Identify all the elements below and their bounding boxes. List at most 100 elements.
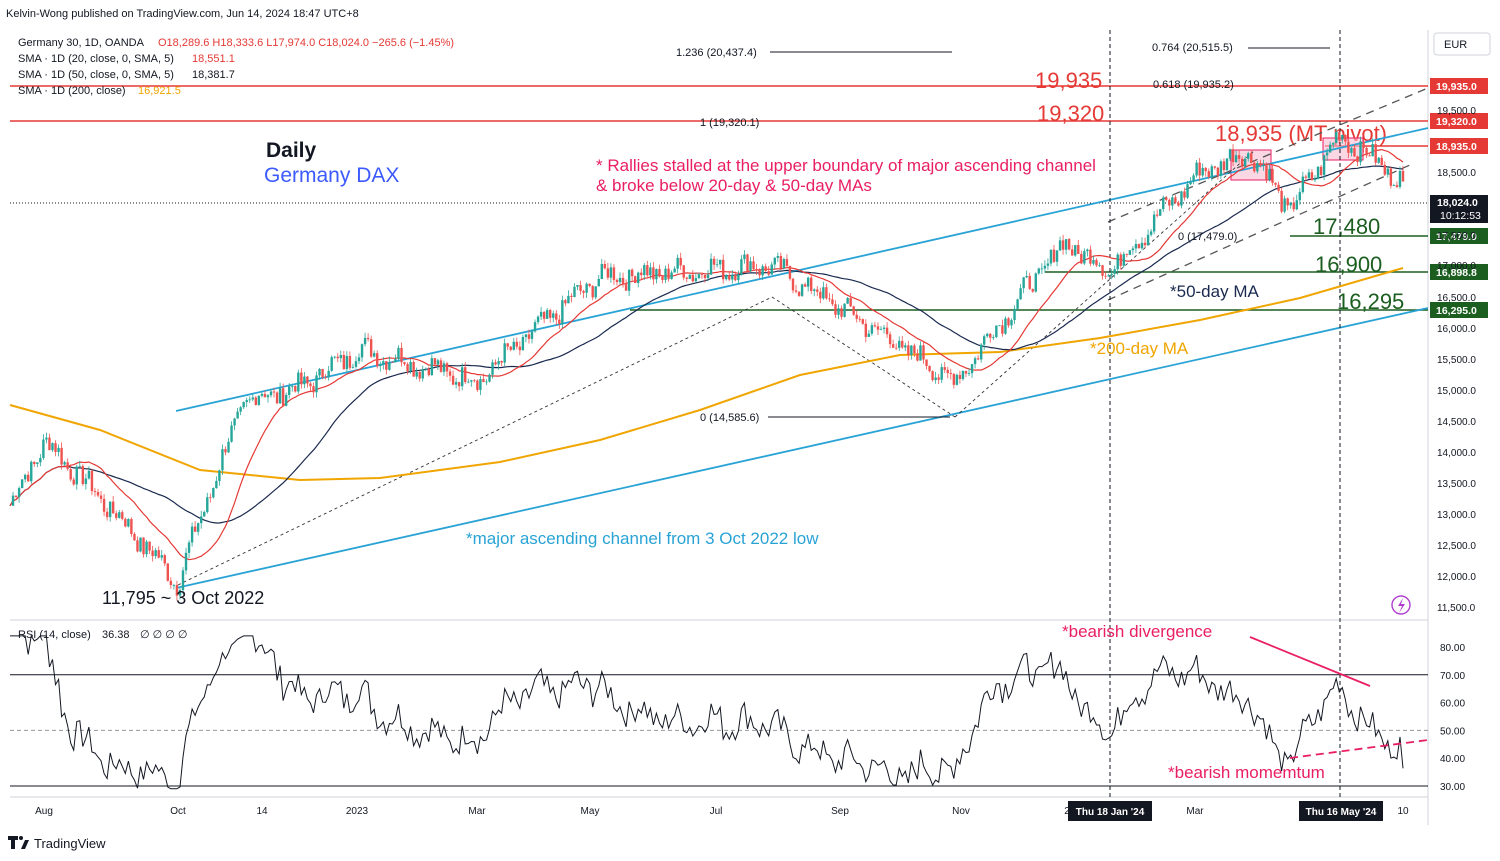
candle	[555, 310, 558, 326]
candle	[1022, 277, 1025, 294]
candle	[1365, 145, 1368, 158]
candle	[1034, 272, 1037, 293]
candle	[445, 361, 449, 378]
candle	[539, 306, 543, 321]
candle	[576, 285, 579, 291]
candle	[324, 373, 327, 380]
candle	[488, 373, 491, 383]
candle	[102, 494, 106, 517]
candle	[731, 270, 734, 284]
candle	[552, 310, 555, 323]
candle	[1183, 187, 1186, 201]
candle	[891, 339, 895, 348]
candle	[360, 343, 364, 362]
candle	[351, 363, 355, 369]
candle	[69, 464, 72, 482]
candle	[321, 368, 324, 380]
candle	[904, 342, 907, 352]
candle	[348, 351, 352, 371]
level-big-label: 16,900	[1315, 252, 1382, 277]
candle	[518, 341, 522, 356]
candle	[424, 367, 427, 371]
alert-lightning-icon[interactable]	[1391, 595, 1411, 615]
candle	[643, 263, 646, 281]
candle	[542, 311, 546, 324]
candle	[728, 272, 731, 282]
candle	[582, 289, 585, 299]
candle	[48, 433, 51, 451]
candle	[1277, 181, 1280, 193]
minor-channel-upper	[1107, 87, 1429, 223]
candle	[873, 321, 877, 328]
candle	[1146, 229, 1150, 246]
candle	[797, 291, 801, 297]
candle	[1301, 171, 1305, 194]
candle	[609, 263, 613, 283]
candle	[1298, 188, 1302, 205]
tradingview-logo-icon	[8, 836, 18, 849]
candle	[363, 332, 367, 347]
candle	[242, 401, 245, 409]
candle	[1322, 154, 1326, 181]
candle	[949, 368, 953, 380]
candle	[545, 308, 549, 320]
candle	[837, 304, 840, 320]
candle	[1316, 165, 1320, 180]
candle	[694, 272, 698, 283]
candle	[30, 460, 33, 484]
candle	[84, 473, 88, 490]
candle	[1143, 237, 1147, 248]
candle	[1067, 238, 1071, 251]
countdown: 10:12:53	[1440, 210, 1481, 222]
fib-1-label: 1 (19,320.1)	[700, 117, 759, 129]
x-tick-label: 14	[256, 806, 268, 817]
candle	[979, 343, 983, 363]
candle	[876, 322, 880, 335]
candle	[297, 369, 300, 394]
candle	[66, 458, 69, 471]
candle	[1380, 155, 1383, 166]
candle	[1192, 173, 1195, 185]
candle	[527, 329, 531, 344]
candle	[388, 356, 391, 371]
rsi-tick-label: 50.00	[1440, 726, 1465, 737]
candle	[454, 378, 458, 389]
candle	[1113, 265, 1116, 278]
candle	[1234, 150, 1238, 164]
candle	[536, 315, 540, 325]
candle	[327, 365, 330, 381]
x-tick-label: Mar	[1186, 806, 1204, 817]
candle	[803, 282, 807, 287]
candle	[148, 541, 151, 555]
candle	[199, 510, 203, 529]
candle	[193, 521, 197, 532]
candle	[439, 357, 443, 373]
sma-50-line	[9, 165, 1404, 524]
candle	[822, 281, 825, 300]
x-tick-label: 2	[1064, 806, 1070, 817]
x-tick-label: 2023	[346, 806, 369, 817]
candle	[530, 329, 534, 344]
candle	[931, 370, 934, 382]
candle	[1335, 128, 1338, 144]
tradingview-brand[interactable]: TradingView	[8, 836, 106, 851]
candle	[1350, 146, 1353, 157]
candle	[734, 271, 737, 282]
svg-text:Thu 16 May '24: Thu 16 May '24	[1306, 807, 1377, 818]
candle	[1092, 255, 1095, 266]
candle	[1250, 149, 1253, 164]
candle	[506, 343, 509, 351]
candle	[855, 310, 858, 323]
candle	[961, 370, 965, 381]
candle	[782, 257, 786, 270]
candle	[1341, 134, 1344, 144]
candle	[825, 283, 828, 300]
candle	[272, 387, 276, 398]
candle	[749, 256, 752, 273]
currency-box[interactable]: EUR	[1433, 32, 1491, 56]
candle	[898, 336, 901, 351]
candle	[1271, 165, 1274, 186]
candle	[509, 345, 512, 352]
candle	[145, 539, 148, 558]
candle	[561, 295, 564, 329]
